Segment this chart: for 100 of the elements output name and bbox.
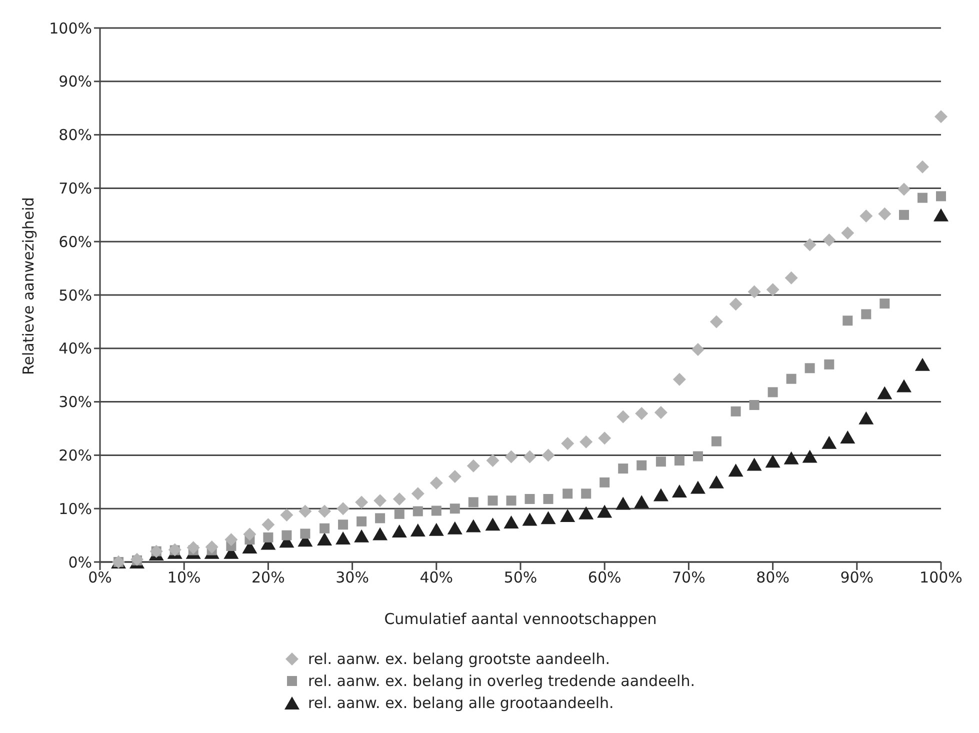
point: [561, 436, 574, 450]
point: [918, 192, 928, 203]
point: [597, 504, 612, 518]
point: [562, 488, 573, 499]
point: [729, 298, 742, 311]
point: [934, 208, 948, 222]
point: [430, 476, 443, 490]
point: [878, 207, 892, 220]
point: [915, 358, 930, 371]
y-tick-label: 80%: [58, 126, 92, 144]
point: [581, 488, 592, 499]
point: [880, 298, 890, 309]
point: [711, 436, 722, 446]
point: [690, 480, 706, 494]
point: [598, 432, 612, 445]
point: [523, 450, 536, 464]
point: [540, 511, 556, 524]
point: [356, 516, 367, 526]
point: [578, 506, 594, 520]
point: [392, 524, 407, 538]
point: [411, 487, 424, 500]
point: [468, 497, 478, 508]
legend-label: rel. aanw. ex. belang alle grootaandeelh.: [308, 694, 614, 712]
point: [616, 410, 630, 424]
y-tick-label: 70%: [58, 180, 92, 198]
x-tick-label: 30%: [336, 568, 369, 587]
point: [728, 464, 744, 477]
point: [749, 400, 760, 410]
point: [898, 210, 909, 220]
point: [803, 238, 816, 252]
point: [522, 512, 538, 526]
point: [298, 504, 312, 518]
y-tick-label: 60%: [58, 232, 92, 251]
point: [412, 506, 423, 516]
point: [580, 435, 593, 448]
point: [392, 492, 406, 506]
point: [768, 387, 778, 398]
point: [802, 450, 818, 463]
point: [355, 496, 368, 509]
point: [822, 436, 837, 449]
point: [746, 458, 762, 471]
y-tick-label: 90%: [58, 72, 92, 91]
y-tick-label: 100%: [49, 19, 92, 38]
point: [804, 363, 815, 374]
legend-label: rel. aanw. ex. belang in overleg tredende aandeelh.: [308, 672, 695, 690]
point: [784, 271, 798, 284]
point: [674, 456, 684, 466]
point: [488, 496, 498, 506]
point: [748, 285, 761, 298]
point: [280, 508, 294, 522]
point: [300, 528, 310, 539]
point: [485, 518, 500, 531]
point: [692, 451, 703, 462]
x-axis-title: Cumulatief aantal vennootschappen: [384, 610, 657, 628]
y-tick-label: 30%: [58, 393, 92, 412]
x-tick-label: 50%: [504, 568, 538, 587]
point: [243, 528, 256, 541]
point: [447, 521, 462, 534]
point: [936, 191, 946, 202]
point: [824, 359, 834, 370]
point: [466, 459, 480, 472]
point: [394, 508, 404, 519]
point: [786, 374, 796, 384]
point: [654, 406, 668, 419]
point: [317, 532, 332, 546]
y-tick-label: 50%: [58, 286, 92, 304]
x-tick-label: 10%: [167, 568, 201, 587]
point: [896, 379, 912, 392]
point: [840, 430, 856, 444]
point: [543, 494, 554, 504]
point: [653, 488, 668, 502]
y-axis-title: Relatieve aanwezigheid: [19, 197, 38, 375]
point: [504, 450, 518, 464]
point: [374, 494, 387, 508]
point: [524, 494, 535, 504]
point: [600, 477, 610, 488]
y-tick-label: 40%: [58, 340, 92, 358]
x-tick-label: 90%: [840, 568, 874, 587]
point: [861, 309, 872, 320]
x-tick-label: 70%: [672, 568, 706, 587]
point: [877, 386, 892, 400]
point: [372, 527, 388, 540]
legend-label: rel. aanw. ex. belang grootste aandeelh.: [308, 650, 610, 668]
point: [318, 504, 332, 518]
point: [450, 504, 460, 514]
x-tick-label: 80%: [756, 568, 790, 587]
point: [618, 464, 628, 474]
point: [656, 456, 666, 467]
y-tick-label: 0%: [68, 553, 92, 572]
point: [822, 234, 836, 246]
point: [506, 496, 516, 506]
point: [710, 315, 723, 328]
point: [560, 509, 576, 522]
point: [691, 342, 704, 356]
point: [410, 523, 426, 536]
point: [466, 519, 481, 532]
point: [672, 372, 686, 386]
point: [916, 160, 929, 174]
point: [841, 226, 854, 240]
point: [858, 411, 874, 424]
